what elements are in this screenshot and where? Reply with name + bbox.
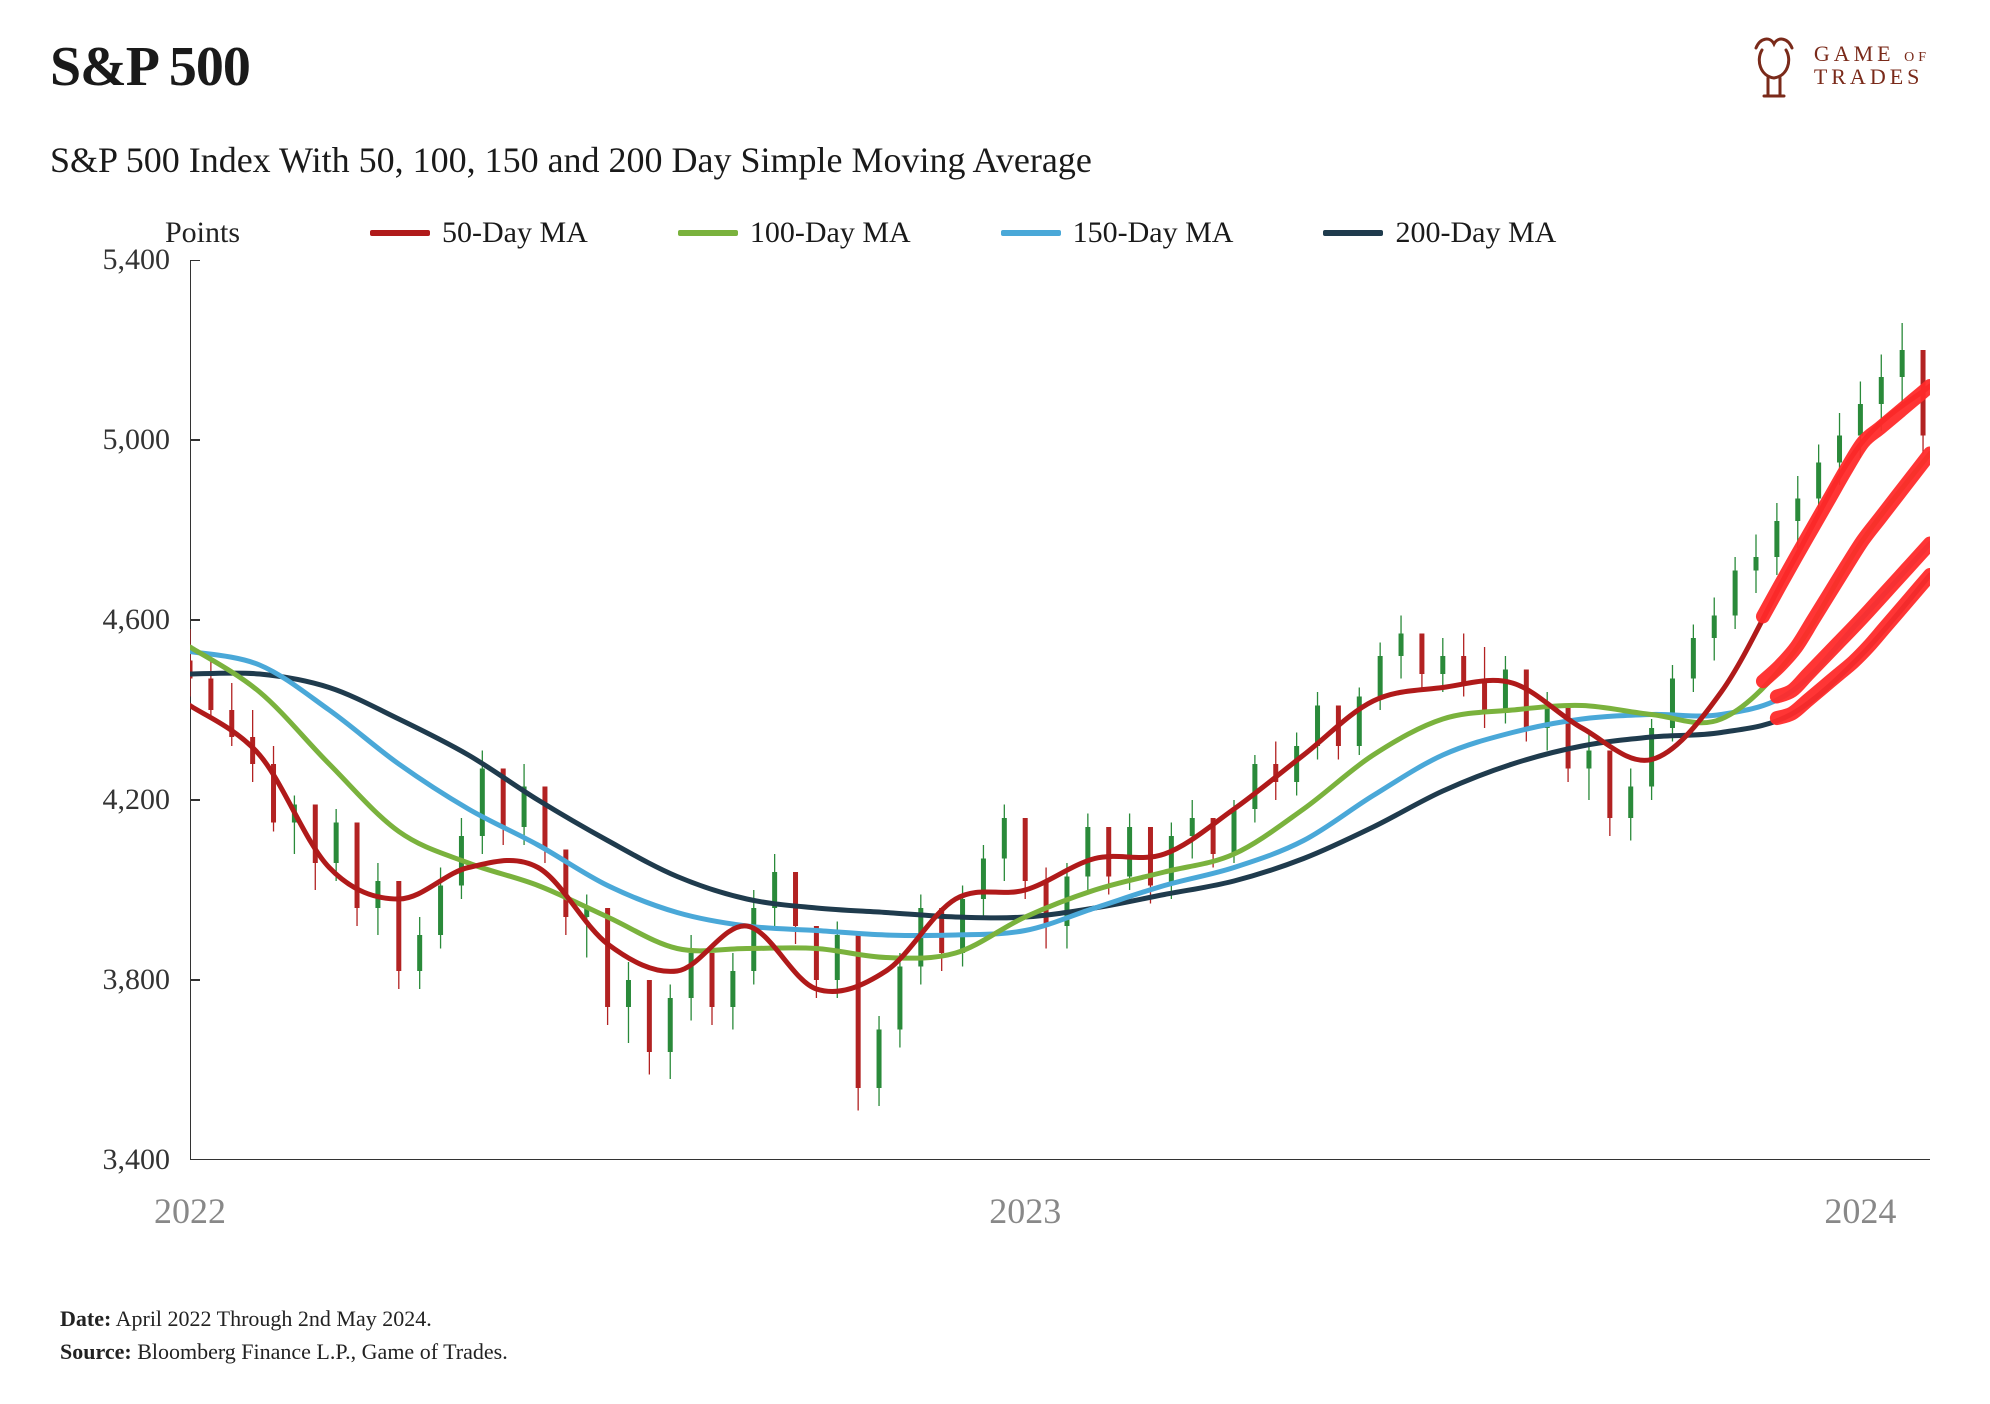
logo-line-1: GAME OF: [1814, 42, 1930, 66]
legend-item: 100-Day MA: [678, 216, 911, 250]
chart-area: 3,4003,8004,2004,6005,0005,400 202220232…: [60, 260, 1940, 1180]
ytick-label: 5,000: [60, 423, 170, 457]
xtick-label: 2022: [154, 1190, 226, 1232]
xtick-label: 2024: [1824, 1190, 1896, 1232]
page-title: S&P 500: [50, 35, 1940, 99]
legend-item: 150-Day MA: [1001, 216, 1234, 250]
legend-swatch: [678, 230, 738, 236]
ytick-label: 4,200: [60, 783, 170, 817]
legend-item: 50-Day MA: [370, 216, 588, 250]
legend-label: 150-Day MA: [1073, 216, 1234, 250]
legend-item: 200-Day MA: [1323, 216, 1556, 250]
legend-swatch: [1001, 230, 1061, 236]
footer-caption: Date: April 2022 Through 2nd May 2024. S…: [60, 1302, 508, 1368]
xtick-label: 2023: [989, 1190, 1061, 1232]
ytick-label: 4,600: [60, 603, 170, 637]
logo-bull-icon: [1746, 30, 1802, 100]
ytick-label: 5,400: [60, 243, 170, 277]
legend-swatch: [370, 230, 430, 236]
y-axis-label: Points: [165, 216, 240, 250]
plot-region: [190, 260, 1930, 1160]
legend-label: 100-Day MA: [750, 216, 911, 250]
legend-label: 200-Day MA: [1395, 216, 1556, 250]
legend-label: 50-Day MA: [442, 216, 588, 250]
ytick-label: 3,800: [60, 963, 170, 997]
brand-logo: GAME OF TRADES: [1746, 30, 1930, 100]
logo-line-2: TRADES: [1814, 65, 1930, 88]
ytick-label: 3,400: [60, 1143, 170, 1177]
legend-swatch: [1323, 230, 1383, 236]
page-subtitle: S&P 500 Index With 50, 100, 150 and 200 …: [50, 139, 1940, 181]
legend: Points 50-Day MA 100-Day MA 150-Day MA 200-…: [165, 216, 1940, 250]
